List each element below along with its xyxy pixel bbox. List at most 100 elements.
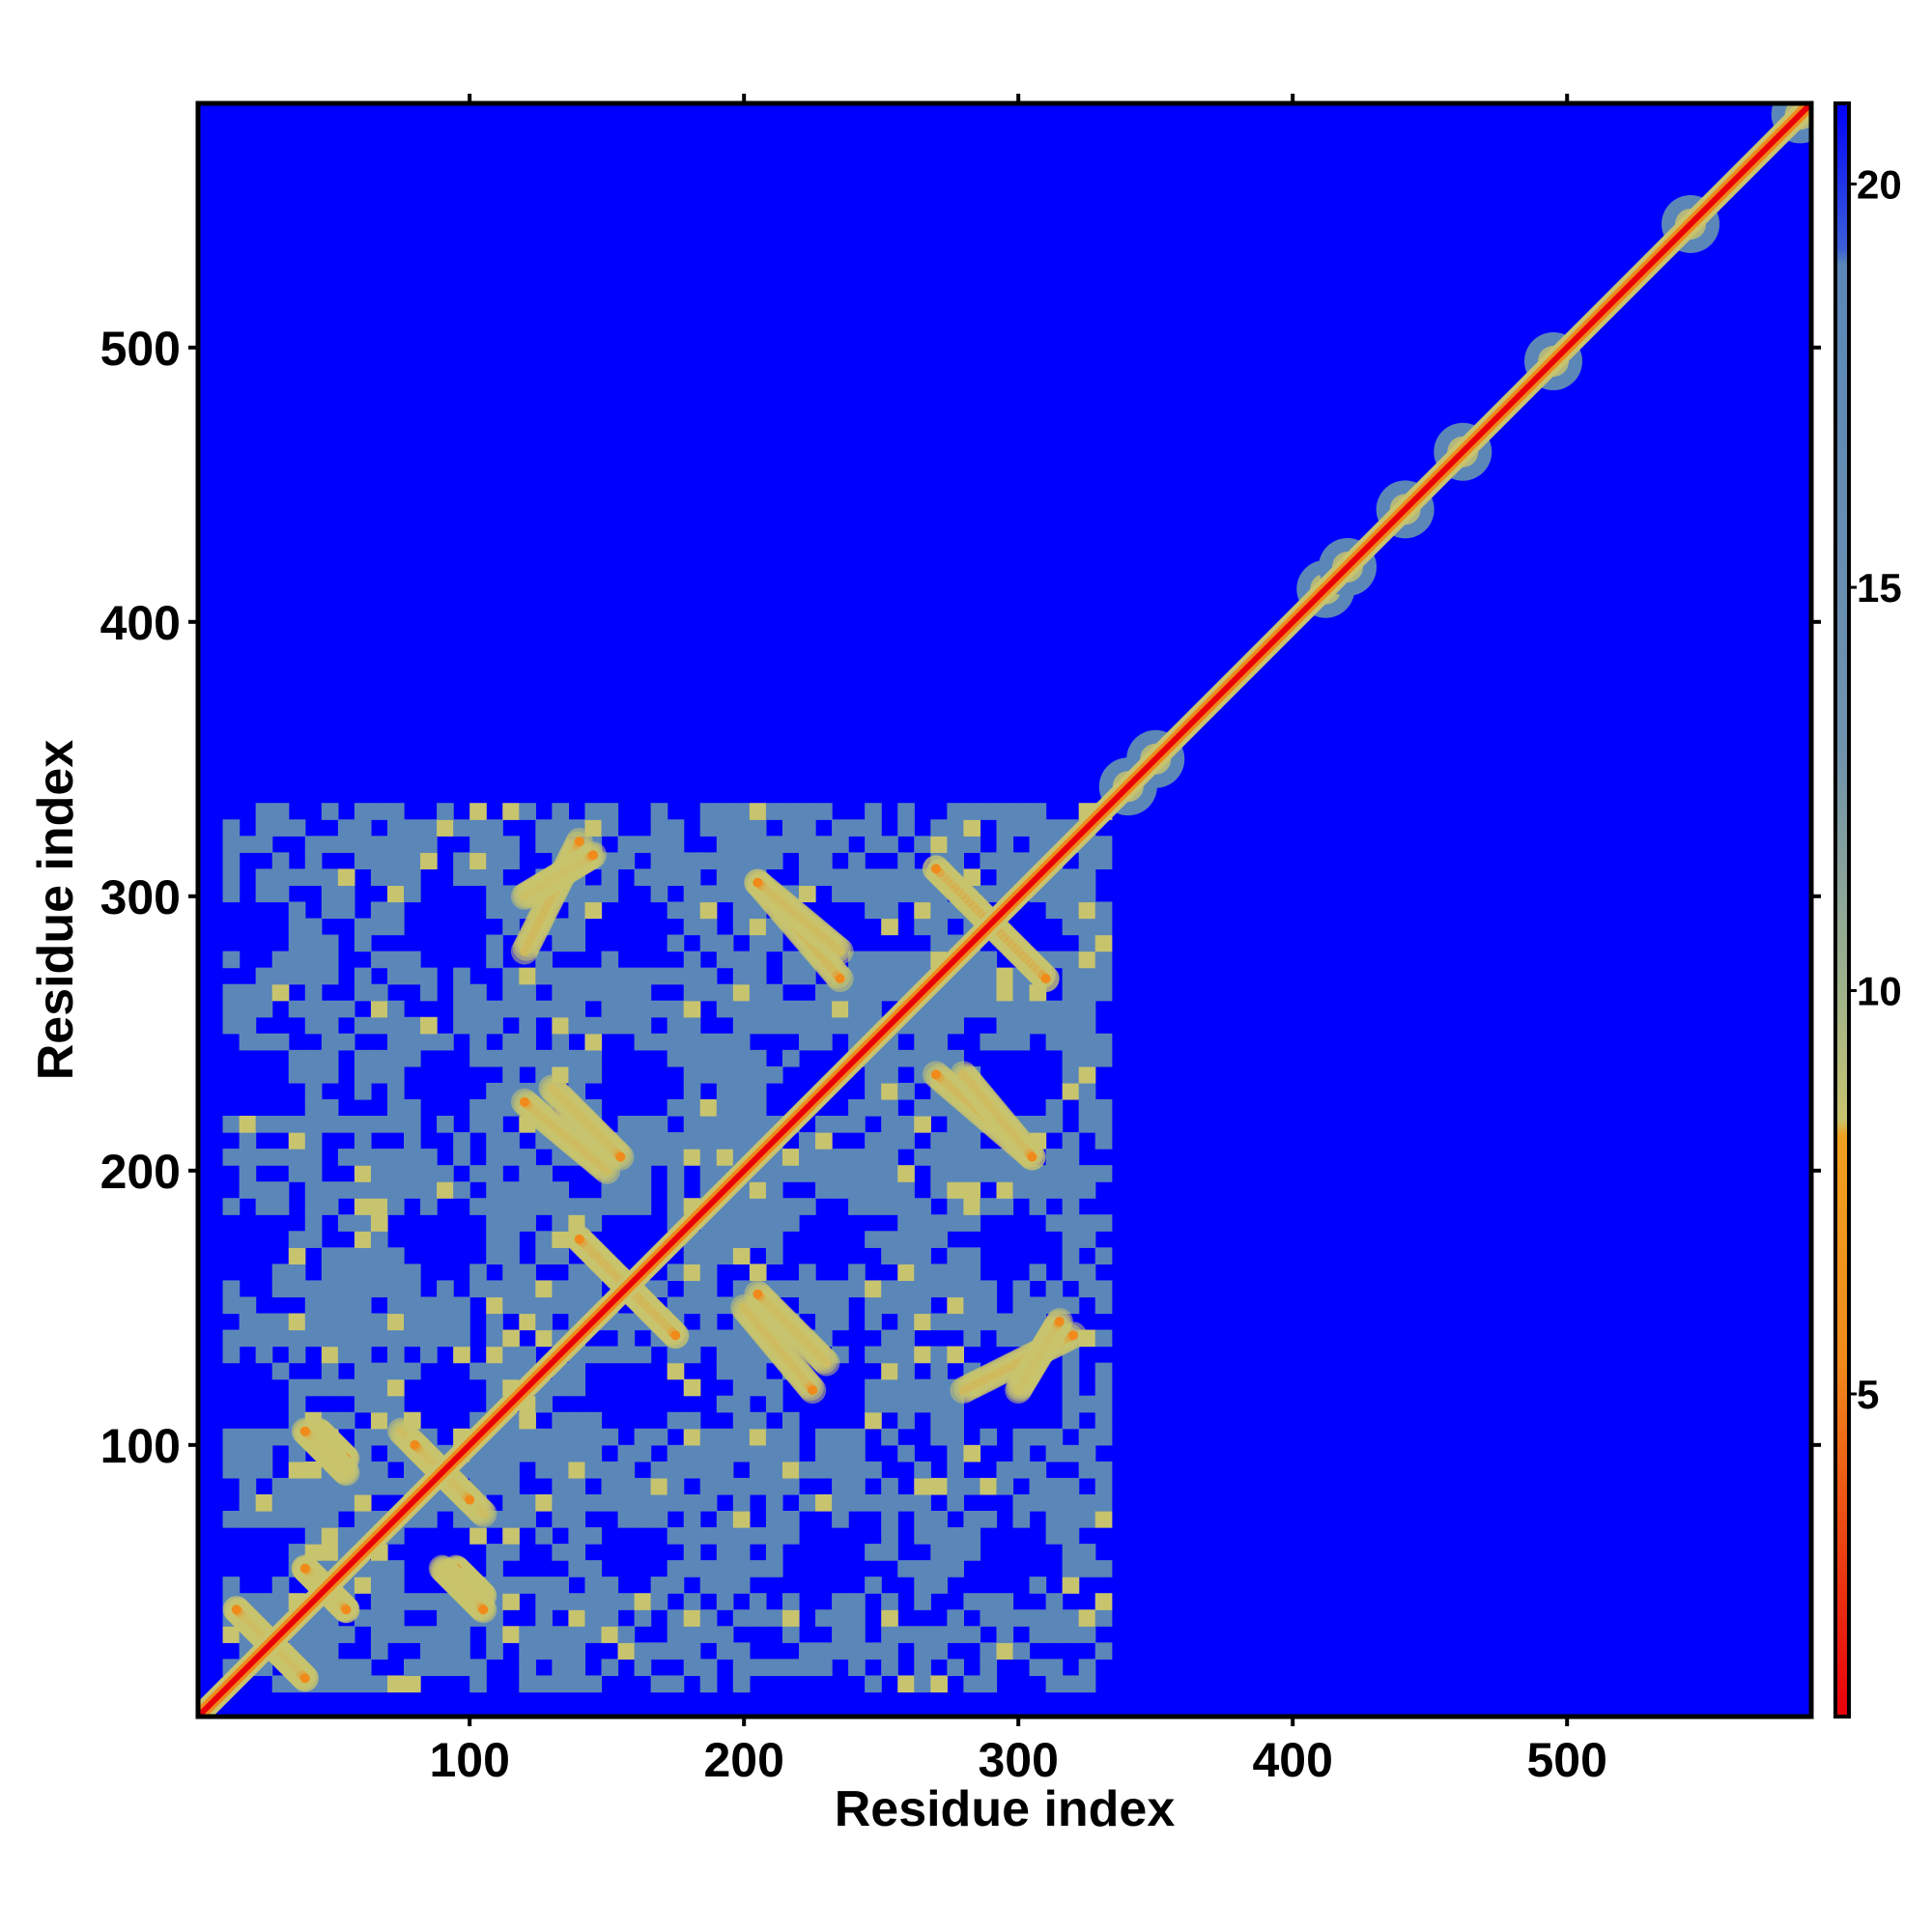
heatmap-cell [354, 1493, 372, 1512]
heatmap-cell [815, 1149, 833, 1166]
heatmap-cell [634, 1181, 652, 1199]
heatmap-cell [469, 1116, 487, 1133]
heatmap-cell [832, 1296, 849, 1315]
heatmap-cell [683, 1510, 701, 1528]
heatmap-cell [255, 1000, 273, 1018]
heatmap-cell [486, 1247, 503, 1264]
heatmap-cell [865, 1165, 882, 1182]
heatmap-cell [963, 1477, 981, 1495]
heatmap-cell [815, 1428, 833, 1446]
y-tick-label: 300 [100, 870, 181, 924]
heatmap-cell [1045, 1280, 1064, 1298]
heatmap-cell [386, 1395, 405, 1413]
heatmap-cell [865, 1082, 882, 1100]
heatmap-cell [1029, 836, 1047, 853]
heatmap-cell [437, 819, 454, 837]
heatmap-cell [947, 1280, 964, 1298]
heatmap-cell [798, 803, 816, 820]
heatmap-cell [716, 1544, 734, 1561]
heatmap-cell [222, 1461, 241, 1479]
heatmap-cell [732, 1132, 751, 1150]
heatmap-cell [947, 1247, 964, 1264]
contact-point [753, 1289, 763, 1299]
heatmap-cell [420, 1329, 438, 1348]
heatmap-cell [732, 967, 751, 985]
heatmap-cell [584, 1411, 603, 1430]
heatmap-cell [749, 852, 767, 869]
heatmap-cell [897, 1049, 915, 1067]
heatmap-cell [980, 1510, 998, 1528]
heatmap-cell [386, 1181, 405, 1199]
heatmap-cell [897, 1313, 915, 1331]
heatmap-cell [634, 1132, 652, 1150]
heatmap-cell [1094, 1428, 1113, 1446]
heatmap-cell [453, 1181, 470, 1199]
heatmap-cell [1029, 1461, 1047, 1479]
heatmap-cell [304, 1065, 323, 1084]
heatmap-cell [749, 918, 767, 936]
heatmap-cell [535, 1577, 553, 1594]
heatmap-cell [1012, 1181, 1031, 1199]
heatmap-cell [271, 1198, 290, 1215]
heatmap-cell [601, 951, 619, 969]
heatmap-cell [337, 1329, 355, 1348]
heatmap-cell [222, 1510, 241, 1528]
heatmap-cell [815, 1609, 833, 1627]
heatmap-cell [1078, 967, 1096, 985]
heatmap-cell [781, 1659, 800, 1676]
heatmap-cell [897, 1362, 915, 1380]
heatmap-cell [370, 1000, 388, 1018]
heatmap-cell [337, 1280, 355, 1298]
heatmap-cell [749, 1065, 767, 1084]
heatmap-cell [486, 1149, 503, 1166]
heatmap-cell [502, 1280, 520, 1298]
heatmap-cell [650, 1116, 668, 1133]
heatmap-cell [963, 967, 981, 985]
heatmap-cell [683, 1065, 701, 1084]
heatmap-cell [683, 901, 701, 920]
heatmap-cell [1029, 1477, 1047, 1495]
heatmap-cell [996, 819, 1014, 837]
heatmap-cell [930, 1098, 948, 1117]
heatmap-cell [1045, 1510, 1064, 1528]
heatmap-cell [420, 819, 438, 837]
heatmap-cell [568, 1659, 586, 1676]
heatmap-cell [486, 1296, 503, 1315]
heatmap-cell [337, 1346, 355, 1364]
contact-point [410, 1439, 420, 1450]
heatmap-cell [584, 1461, 603, 1479]
heatmap-cell [584, 1609, 603, 1627]
heatmap-cell [486, 951, 503, 969]
heatmap-cell [914, 918, 931, 936]
heatmap-cell [420, 1626, 438, 1643]
heatmap-cell [568, 1609, 586, 1627]
heatmap-cell [732, 1493, 751, 1512]
heatmap-cell [781, 1477, 800, 1495]
heatmap-cell [519, 1165, 536, 1182]
heatmap-cell [386, 1016, 405, 1035]
heatmap-cell [963, 1675, 981, 1693]
heatmap-cell [781, 1049, 800, 1067]
heatmap-cell [1094, 1461, 1113, 1479]
heatmap-cell [815, 1296, 833, 1315]
heatmap-cell [386, 1675, 405, 1693]
heatmap-cell [304, 1098, 323, 1117]
heatmap-cell [716, 1149, 734, 1166]
contact-point [1040, 974, 1051, 984]
heatmap-cell [304, 1082, 323, 1100]
heatmap-cell [568, 1642, 586, 1660]
heatmap-cell [732, 1609, 751, 1627]
heatmap-cell [1078, 1675, 1096, 1693]
heatmap-cell [469, 819, 487, 837]
heatmap-cell [601, 1000, 619, 1018]
heatmap-cell [667, 1477, 685, 1495]
heatmap-cell [914, 1510, 931, 1528]
heatmap-cell [980, 967, 998, 985]
contact-point [930, 1069, 941, 1080]
heatmap-cell [552, 1000, 570, 1018]
heatmap-cell [502, 1510, 520, 1528]
heatmap-cell [222, 1149, 241, 1166]
heatmap-cell [1012, 852, 1031, 869]
heatmap-cell [337, 1181, 355, 1199]
heatmap-cell [601, 1346, 619, 1364]
